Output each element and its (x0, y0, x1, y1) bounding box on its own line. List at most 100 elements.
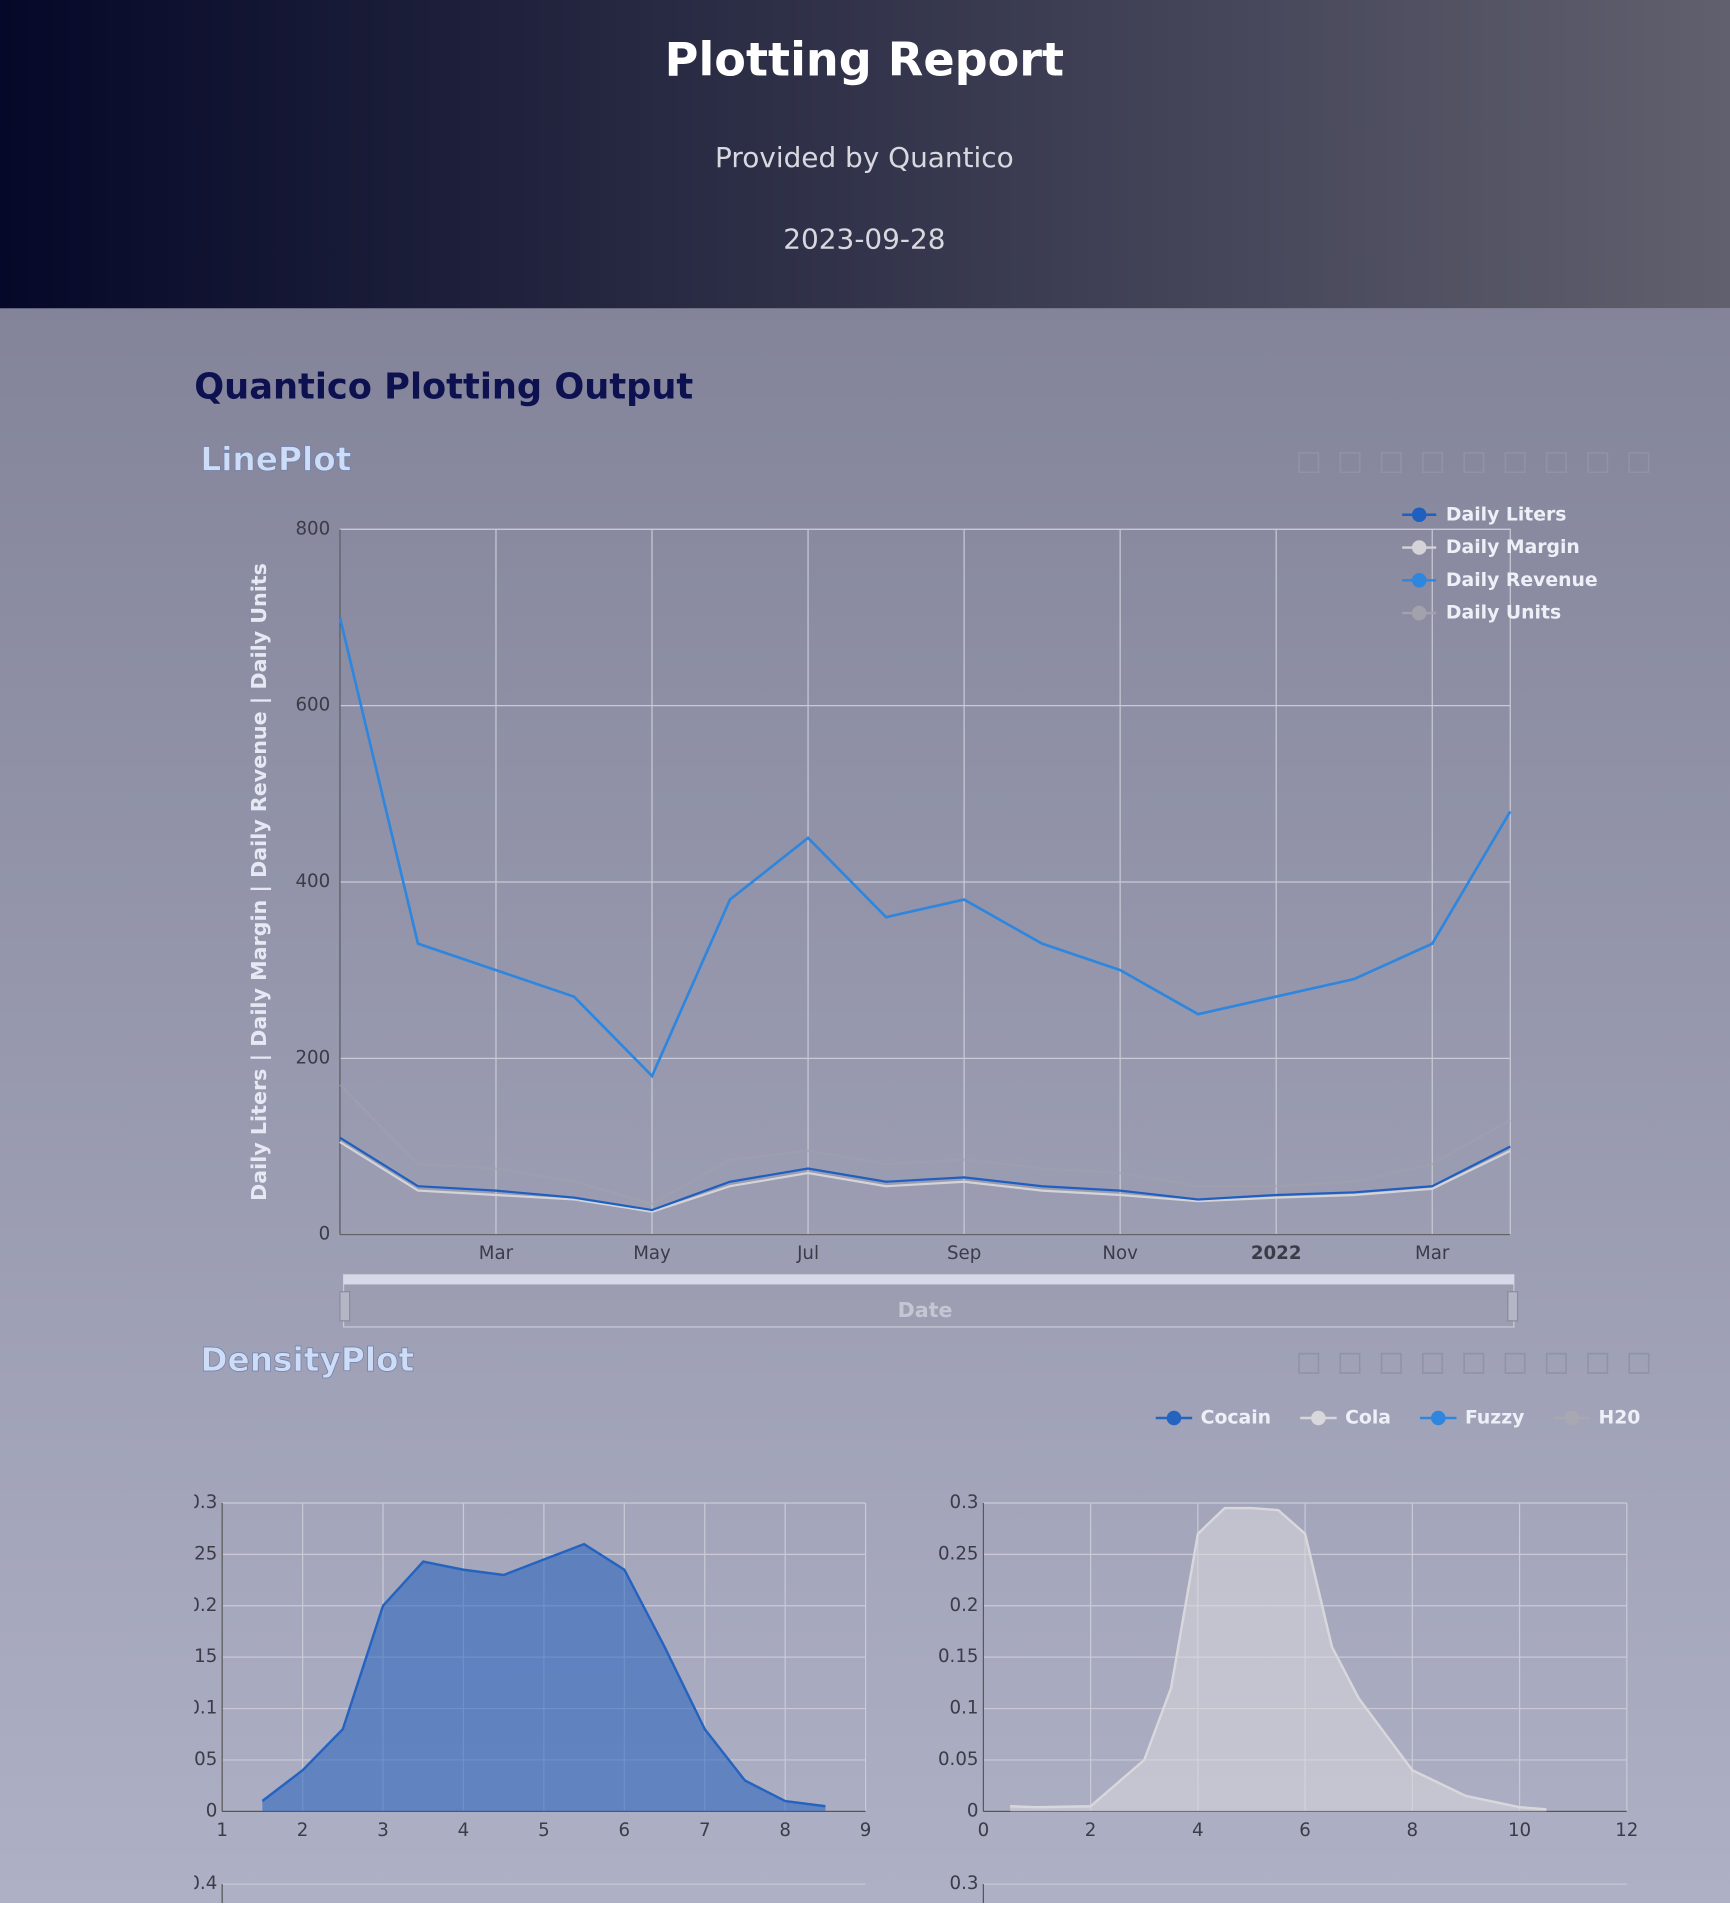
y-tick-label: 0.3 (950, 1492, 979, 1513)
x-tick-label: 5 (538, 1820, 550, 1841)
x-tick-label: 7 (699, 1820, 711, 1841)
legend-symbol (1564, 1410, 1580, 1426)
toolbox-icon[interactable] (1628, 1352, 1650, 1374)
y-tick-label: 0.2 (188, 1595, 217, 1616)
y-tick-label: 0.15 (938, 1646, 979, 1667)
panel-title: DensityPlot (200, 1341, 414, 1379)
toolbox-icon[interactable] (1504, 1352, 1526, 1374)
y-tick-label: 0.05 (938, 1749, 979, 1770)
legend-symbol (1411, 573, 1427, 588)
x-tick-label: 8 (779, 1820, 791, 1841)
report-subtitle: Provided by Quantico (715, 141, 1014, 174)
series-line (339, 1141, 1511, 1213)
toolbox-icon[interactable] (1422, 452, 1444, 474)
x-tick-label: Jul (796, 1243, 819, 1264)
y-tick-label: 0 (967, 1800, 979, 1821)
toolbox-icon[interactable] (1587, 452, 1609, 474)
x-tick-label: May (633, 1243, 671, 1264)
y-tick-label: 0.4 (188, 1873, 217, 1894)
y-tick-label: 0.3 (950, 1873, 979, 1894)
y-tick-label: 800 (295, 518, 330, 539)
toolbox-icon[interactable] (1587, 1352, 1609, 1374)
x-tick-label: Mar (1415, 1243, 1450, 1264)
toolbox-icon[interactable] (1380, 1352, 1402, 1374)
toolbox-icon[interactable] (1545, 1352, 1567, 1374)
x-tick-label: 0 (978, 1820, 990, 1841)
header-bg (0, 0, 1730, 309)
zoom-bar[interactable] (343, 1274, 1514, 1285)
x-tick-label: Nov (1102, 1243, 1138, 1264)
toolbox-icon[interactable] (1339, 1352, 1361, 1374)
legend-symbol (1411, 540, 1427, 555)
x-axis-title: Date (898, 1298, 953, 1322)
x-tick-label: 1 (216, 1820, 228, 1841)
zoom-handle[interactable] (339, 1291, 351, 1322)
x-tick-label: 2 (297, 1820, 309, 1841)
density-area (1010, 1508, 1547, 1812)
toolbox-icon[interactable] (1463, 452, 1485, 474)
density-line (261, 1542, 826, 1808)
density-line (1010, 1506, 1547, 1811)
x-tick-label: 2022 (1251, 1243, 1302, 1264)
toolbox-icon[interactable] (1339, 452, 1361, 474)
legend-label[interactable]: Fuzzy (1465, 1407, 1524, 1428)
y-tick-label: 200 (295, 1047, 330, 1068)
toolbox-icon[interactable] (1422, 1352, 1444, 1374)
legend-label[interactable]: Cocain (1201, 1407, 1271, 1428)
y-tick-label: 0.25 (938, 1543, 979, 1564)
report-title: Plotting Report (665, 33, 1064, 87)
legend-symbol (1411, 507, 1427, 523)
line-chart: 0 200 400 600 800 Mar May Jul Sep Nov 2022 Mar Daily… (247, 504, 1598, 1328)
zoom-handle[interactable] (1507, 1291, 1519, 1322)
x-tick-label: 6 (1299, 1820, 1311, 1841)
x-tick-label: 4 (1192, 1820, 1204, 1841)
y-axis-title: Daily Liters | Daily Margin | Daily Reve… (247, 563, 272, 1201)
y-tick-label: 0 (206, 1800, 218, 1821)
legend-label[interactable]: Daily Revenue (1446, 570, 1598, 591)
legend-label[interactable]: H20 (1598, 1407, 1640, 1428)
legend-label[interactable]: Daily Liters (1446, 504, 1567, 525)
y-tick-label: 0.1 (188, 1698, 217, 1719)
legend-label[interactable]: Cola (1345, 1407, 1391, 1428)
y-tick-label: 0.25 (177, 1543, 218, 1564)
y-tick-label: 0.05 (177, 1749, 218, 1770)
series-line (338, 617, 1512, 1079)
legend-symbol (1311, 1410, 1326, 1426)
toolbox-icon[interactable] (1628, 452, 1650, 474)
toolbox-icon[interactable] (1298, 1352, 1320, 1374)
x-tick-label: Mar (479, 1243, 514, 1264)
y-tick-label: 0.1 (950, 1698, 979, 1719)
toolbox-icon[interactable] (1298, 452, 1320, 474)
x-tick-label: 3 (377, 1820, 389, 1841)
density-area (262, 1544, 826, 1812)
legend-symbol (1431, 1410, 1446, 1426)
y-tick-label: 0.2 (950, 1595, 979, 1616)
x-tick-label: 12 (1615, 1820, 1638, 1841)
x-tick-label: 10 (1508, 1820, 1531, 1841)
toolbox-icon[interactable] (1545, 452, 1567, 474)
y-tick-label: 0 (319, 1224, 331, 1245)
legend-label[interactable]: Daily Units (1446, 603, 1561, 624)
legend-label[interactable]: Daily Margin (1446, 537, 1580, 558)
y-tick-label: 0.15 (177, 1646, 218, 1667)
x-tick-label: 4 (458, 1820, 470, 1841)
x-tick-label: 8 (1407, 1820, 1419, 1841)
y-tick-label: 0.3 (188, 1492, 217, 1513)
series-line (339, 1083, 1511, 1206)
x-tick-label: 9 (860, 1820, 872, 1841)
legend-symbol (1166, 1410, 1182, 1426)
section-title: Quantico Plotting Output (194, 366, 693, 407)
toolbox-icon[interactable] (1380, 452, 1402, 474)
toolboxes (1298, 452, 1650, 1374)
x-tick-label: 2 (1085, 1820, 1097, 1841)
y-tick-label: 600 (295, 695, 330, 716)
toolbox-icon[interactable] (1463, 1352, 1485, 1374)
panel-title: LinePlot (200, 440, 351, 478)
x-tick-label: 6 (619, 1820, 631, 1841)
x-tick-label: Sep (947, 1243, 981, 1264)
toolbox-icon[interactable] (1504, 452, 1526, 474)
report-date: 2023-09-28 (783, 222, 945, 255)
series-line (339, 1136, 1511, 1212)
